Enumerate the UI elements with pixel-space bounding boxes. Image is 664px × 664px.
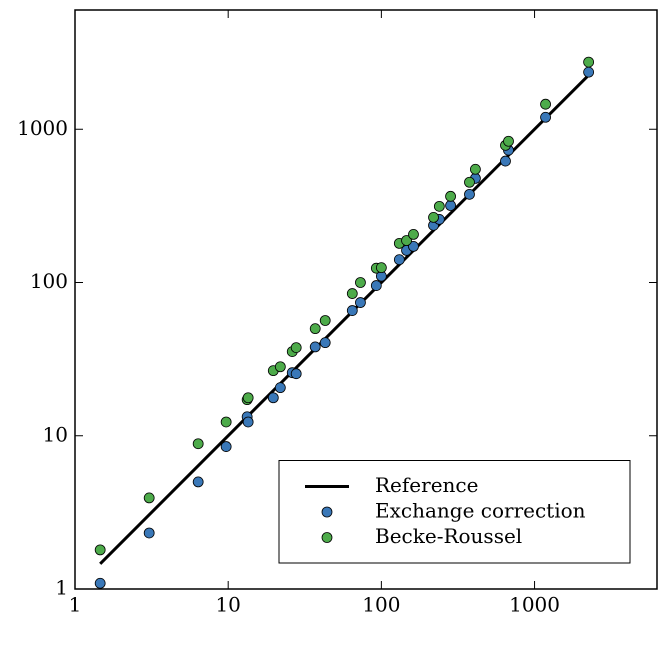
legend-box (278, 460, 631, 564)
legend-label: Reference (375, 473, 478, 497)
point (319, 337, 331, 349)
point (401, 235, 412, 246)
y-tick-label: 10 (43, 422, 68, 446)
point (540, 98, 551, 110)
y-tick-label: 1 (55, 576, 68, 600)
point (274, 361, 286, 373)
x-tick-label: 10 (215, 593, 240, 617)
point (445, 190, 456, 202)
point (500, 155, 511, 167)
point (408, 229, 419, 240)
point (583, 56, 595, 68)
point (309, 341, 321, 353)
point (355, 277, 366, 288)
legend-marker (321, 506, 333, 518)
point (242, 416, 254, 428)
point (94, 577, 106, 589)
point (94, 544, 106, 556)
point (319, 315, 331, 326)
legend-label: Exchange correction (375, 499, 586, 523)
point (355, 297, 366, 308)
point (445, 200, 456, 211)
point (503, 135, 514, 147)
x-tick-label: 100 (362, 593, 400, 617)
point (242, 392, 254, 404)
point (375, 262, 387, 274)
point (346, 288, 358, 299)
point (267, 392, 279, 404)
point (192, 438, 204, 450)
legend-marker (321, 532, 333, 543)
point (143, 492, 155, 504)
x-tick-label: 1 (69, 593, 82, 617)
point (290, 368, 302, 380)
point (143, 527, 155, 539)
x-tick-label: 1000 (509, 593, 560, 617)
point (464, 188, 475, 200)
y-tick-label: 1000 (17, 116, 68, 140)
point (433, 200, 445, 212)
point (370, 280, 382, 291)
point (220, 441, 232, 452)
point (583, 66, 595, 78)
point (428, 211, 439, 223)
point (540, 111, 551, 123)
point (274, 382, 286, 394)
y-tick-label: 100 (30, 269, 68, 293)
point (346, 305, 358, 316)
point (469, 163, 481, 175)
legend-label: Becke-Roussel (375, 524, 522, 548)
point (464, 176, 475, 188)
point (192, 476, 204, 488)
point (309, 323, 321, 335)
point (290, 342, 302, 354)
plot-frame (74, 9, 658, 590)
point (408, 241, 419, 252)
point (220, 416, 232, 428)
point (393, 254, 405, 266)
